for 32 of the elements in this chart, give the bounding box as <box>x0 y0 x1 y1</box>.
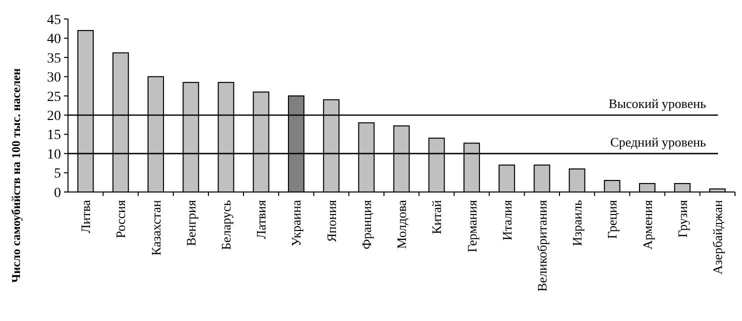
y-axis-title: Число самоубийств на 100 тыс. населен <box>9 68 23 283</box>
x-tick-label: Молдова <box>394 200 410 249</box>
y-tick-label: 30 <box>47 70 61 86</box>
x-tick-label: Израиль <box>570 200 585 246</box>
y-tick-label: 25 <box>47 90 61 105</box>
y-tick-label: 45 <box>47 12 61 28</box>
ref-line-label: Средний уровень <box>610 134 706 150</box>
x-tick-label: Азербайджан <box>710 200 725 274</box>
x-tick-label: Греция <box>604 200 620 239</box>
y-tick-label: 40 <box>47 32 61 48</box>
x-tick-label: Германия <box>464 200 480 252</box>
x-tick-label: Италия <box>499 200 514 241</box>
y-tick-label: 0 <box>54 186 61 201</box>
x-tick-label: Казахстан <box>148 200 164 256</box>
x-tick-label: Украина <box>288 200 304 246</box>
x-tick-label: Армения <box>640 200 655 250</box>
y-tick-label: 5 <box>54 166 61 182</box>
x-tick-label: Латвия <box>254 200 269 240</box>
x-tick-label: Венгрия <box>183 200 198 246</box>
x-tick-label: Россия <box>113 200 128 238</box>
x-tick-label: Великобритания <box>534 200 550 292</box>
x-tick-label: Беларусь <box>218 200 234 250</box>
y-tick-label: 20 <box>47 109 61 124</box>
x-tick-label: Япония <box>324 200 339 242</box>
y-tick-label: 10 <box>47 147 61 162</box>
x-tick-label: Литва <box>78 200 94 234</box>
ref-line-label: Высокий уровень <box>608 96 706 112</box>
y-tick-label: 35 <box>47 51 61 66</box>
y-tick-label: 15 <box>47 128 61 144</box>
x-tick-label: Грузия <box>674 200 690 238</box>
x-tick-label: Китай <box>429 200 444 234</box>
x-tick-label: Франция <box>358 200 374 250</box>
